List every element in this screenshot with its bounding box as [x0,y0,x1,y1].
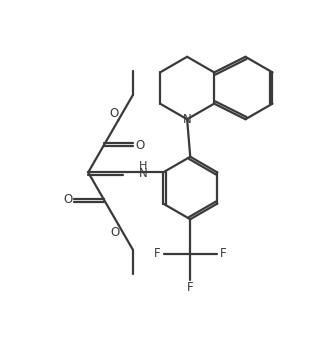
Text: F: F [154,247,161,260]
Text: H: H [139,160,147,171]
Text: O: O [135,139,144,152]
Text: F: F [187,282,194,294]
Text: O: O [63,193,72,206]
Text: N: N [139,167,147,180]
Text: O: O [109,107,118,120]
Text: N: N [183,113,191,126]
Text: F: F [220,247,226,260]
Text: O: O [111,226,120,239]
